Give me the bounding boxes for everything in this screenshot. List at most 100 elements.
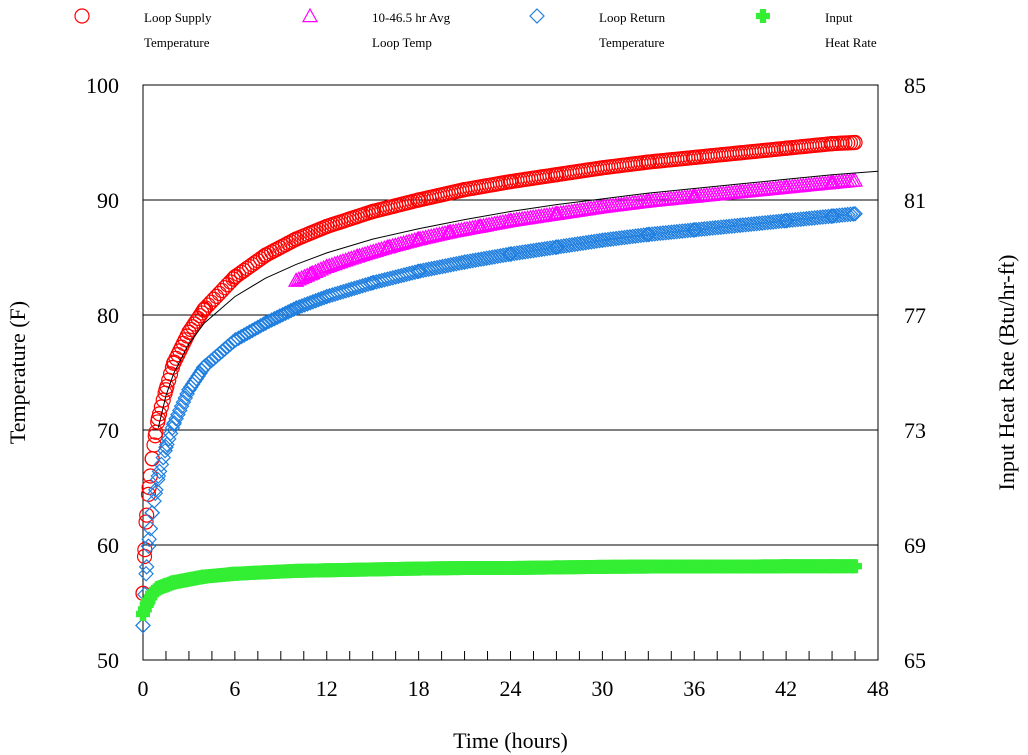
data-point — [227, 269, 243, 285]
data-point — [733, 559, 748, 574]
data-point — [288, 231, 304, 247]
x-tick-label: 36 — [683, 676, 705, 701]
x-tick-label: 30 — [591, 676, 613, 701]
series-diamond — [135, 205, 863, 634]
x-tick-label: 48 — [867, 676, 889, 701]
series-marker — [239, 260, 255, 277]
data-point — [824, 174, 841, 189]
fit-line — [157, 170, 879, 428]
series-marker — [247, 255, 263, 271]
legend-marker-diamond-icon — [529, 8, 545, 24]
series-marker — [197, 300, 214, 316]
data-point — [594, 198, 611, 214]
data-point — [158, 439, 174, 456]
data-point — [144, 451, 160, 467]
series-marker — [296, 297, 313, 313]
data-point — [181, 381, 197, 398]
data-point — [379, 238, 397, 254]
series-marker — [294, 298, 310, 314]
series-marker — [307, 263, 324, 279]
data-point — [778, 140, 794, 156]
series-marker — [247, 321, 263, 337]
data-point — [364, 274, 381, 291]
data-point — [471, 218, 488, 233]
data-point — [549, 560, 564, 575]
data-point — [410, 263, 427, 280]
data-point — [288, 300, 304, 316]
x-tick-label: 18 — [408, 676, 430, 701]
series-marker — [208, 348, 225, 365]
data-point — [640, 226, 657, 243]
data-point — [778, 179, 795, 194]
x-tick-label: 0 — [138, 676, 149, 701]
data-point — [166, 355, 182, 371]
data-point — [141, 531, 157, 548]
series-marker — [217, 280, 233, 296]
series-marker — [140, 486, 157, 502]
series-marker — [249, 319, 266, 336]
series-marker — [230, 266, 247, 283]
data-point — [181, 324, 197, 340]
data-point — [686, 149, 702, 166]
data-point — [548, 239, 565, 255]
data-point — [227, 332, 243, 349]
legend-label: Loop Temp — [372, 35, 432, 50]
series-plus — [136, 559, 863, 621]
x-tick-label: 12 — [316, 676, 338, 701]
data-point — [318, 258, 335, 273]
y-tick-label: 70 — [97, 418, 119, 443]
series-marker — [301, 266, 318, 281]
legend-label: Loop Supply — [144, 10, 212, 25]
series-marker — [230, 330, 247, 347]
data-point — [138, 565, 154, 582]
legend-label: Temperature — [144, 35, 210, 50]
series-marker — [179, 386, 195, 402]
data-point — [181, 572, 196, 587]
series-marker — [280, 304, 297, 320]
fit-line-group — [157, 170, 879, 428]
series-marker — [219, 338, 236, 355]
data-point — [147, 428, 163, 444]
series-marker — [261, 313, 277, 330]
data-point — [686, 188, 703, 203]
series-marker — [211, 285, 227, 302]
series-marker — [244, 256, 260, 273]
data-point — [147, 485, 164, 502]
series-marker — [299, 295, 316, 312]
data-point — [197, 569, 212, 584]
data-point — [136, 607, 151, 621]
y2-tick-label: 81 — [904, 188, 926, 213]
data-point — [641, 559, 656, 574]
data-point — [411, 561, 426, 576]
x-tick-label: 24 — [500, 676, 522, 701]
series-marker — [299, 267, 316, 282]
y-tick-label: 90 — [97, 188, 119, 213]
series-marker — [206, 291, 222, 307]
data-point — [503, 561, 518, 575]
data-point — [151, 581, 166, 596]
x-tick-labels: 0 6 12 18 24 30 36 42 48 — [138, 676, 890, 701]
legend-label: Input — [825, 10, 853, 25]
series-marker — [307, 292, 324, 309]
data-point — [441, 223, 458, 239]
series-marker — [238, 325, 255, 342]
series-marker — [216, 341, 233, 357]
data-point — [502, 174, 519, 190]
y-left-tick-labels: 50 60 70 80 90 100 — [86, 73, 119, 673]
series-marker — [222, 336, 239, 353]
data-point — [158, 578, 173, 593]
legend-marker-plus-icon — [756, 9, 770, 24]
series-marker — [255, 316, 272, 333]
x-tick-label: 42 — [775, 676, 797, 701]
series-marker — [219, 277, 236, 293]
data-point — [165, 416, 182, 433]
data-point — [135, 617, 151, 634]
legend-item: Loop Supply Temperature — [74, 8, 212, 50]
data-point — [319, 218, 335, 235]
series-marker — [236, 327, 252, 343]
legend-label: 10-46.5 hr Avg — [372, 10, 451, 25]
data-point — [166, 575, 181, 590]
series-marker — [277, 305, 294, 322]
series-marker — [250, 253, 266, 269]
series-marker — [162, 425, 179, 442]
